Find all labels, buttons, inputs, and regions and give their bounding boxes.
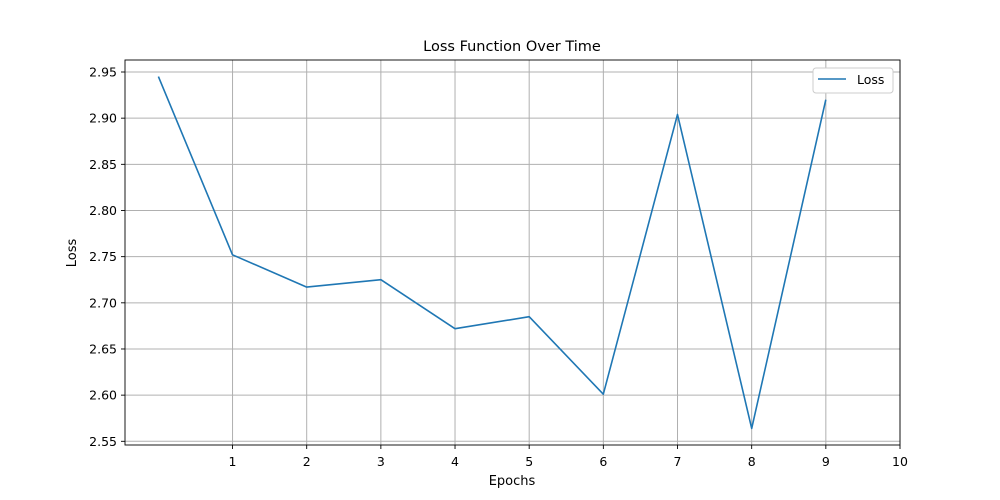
x-axis-ticks: 1 2 3 4 5 6 7 8 9 10	[229, 445, 908, 469]
plot-frame	[124, 59, 901, 446]
legend: Loss	[812, 67, 894, 94]
series-line-loss	[157, 76, 827, 430]
y-tick-label: 2.60	[89, 388, 117, 403]
x-tick-label: 2	[303, 454, 311, 469]
x-tick-label: 9	[822, 454, 830, 469]
y-tick-label: 2.85	[89, 157, 117, 172]
x-tick-label: 3	[377, 454, 385, 469]
x-tick-label: 8	[748, 454, 756, 469]
x-tick-label: 5	[525, 454, 533, 469]
x-tick-label: 4	[451, 454, 459, 469]
y-tick-label: 2.55	[89, 434, 117, 449]
x-tick-label: 7	[674, 454, 682, 469]
y-axis-ticks: 2.55 2.60 2.65 2.70 2.75 2.80 2.85 2.90 2.95	[89, 65, 125, 449]
y-tick-label: 2.65	[89, 341, 117, 356]
x-tick-label: 6	[599, 454, 607, 469]
y-axis-label: Loss	[65, 239, 80, 268]
x-tick-label: 10	[892, 454, 908, 469]
chart-title: Loss Function Over Time	[423, 39, 601, 55]
plot-background	[125, 60, 900, 445]
y-tick-label: 2.95	[89, 65, 117, 80]
legend-box	[812, 67, 894, 94]
x-tick-label: 1	[229, 454, 237, 469]
y-tick-label: 2.90	[89, 111, 117, 126]
series-layer	[157, 76, 827, 430]
y-tick-label: 2.75	[89, 249, 117, 264]
x-axis-label: Epochs	[489, 474, 536, 489]
y-tick-label: 2.70	[89, 295, 117, 310]
legend-label-loss: Loss	[857, 72, 884, 87]
y-tick-label: 2.80	[89, 203, 117, 218]
